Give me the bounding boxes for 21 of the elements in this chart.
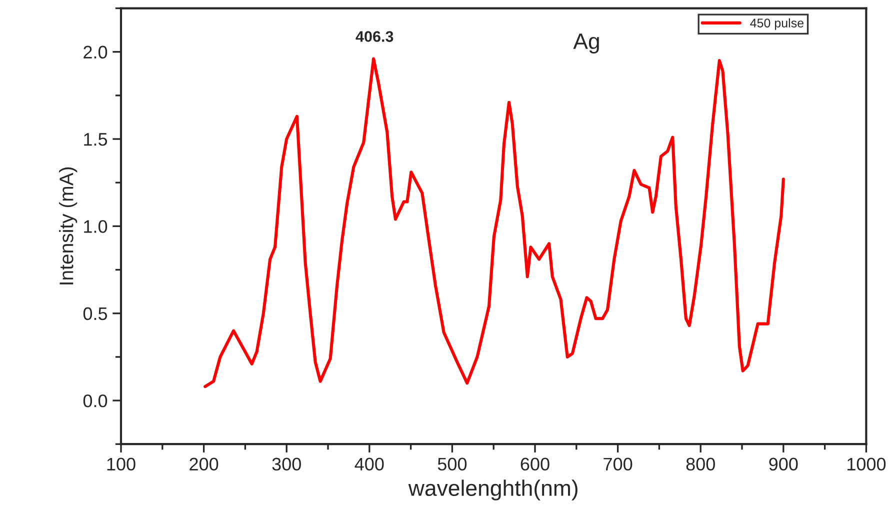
x-tick-label: 900 [769, 458, 798, 471]
x-axis-title: wavelenghth(nm) [408, 480, 578, 500]
y-tick-label: 2.0 [84, 46, 108, 59]
y-tick-label: 0.0 [83, 394, 108, 408]
x-tick-label: 100 [107, 458, 136, 471]
x-tick-label: 300 [272, 458, 301, 471]
x-tick-label: 1000 [848, 458, 886, 471]
line-series [204, 57, 785, 388]
x-tick-label: 800 [686, 458, 715, 471]
y-tick-label: 1.5 [84, 133, 108, 146]
x-tick-label: 600 [520, 458, 550, 471]
x-tick-label: 700 [604, 458, 632, 471]
annotation: 406.3 [356, 31, 394, 42]
legend-label: 450 pulse [750, 18, 804, 30]
annotation: Ag [573, 34, 599, 54]
y-axis-title: Intensity (mA) [59, 167, 78, 284]
x-tick-label: 200 [190, 458, 218, 471]
x-tick-label: 500 [438, 458, 467, 471]
x-tick-label: 400 [354, 458, 384, 471]
y-tick-label: 1.0 [84, 220, 108, 233]
y-tick-label: 0.5 [83, 307, 108, 320]
